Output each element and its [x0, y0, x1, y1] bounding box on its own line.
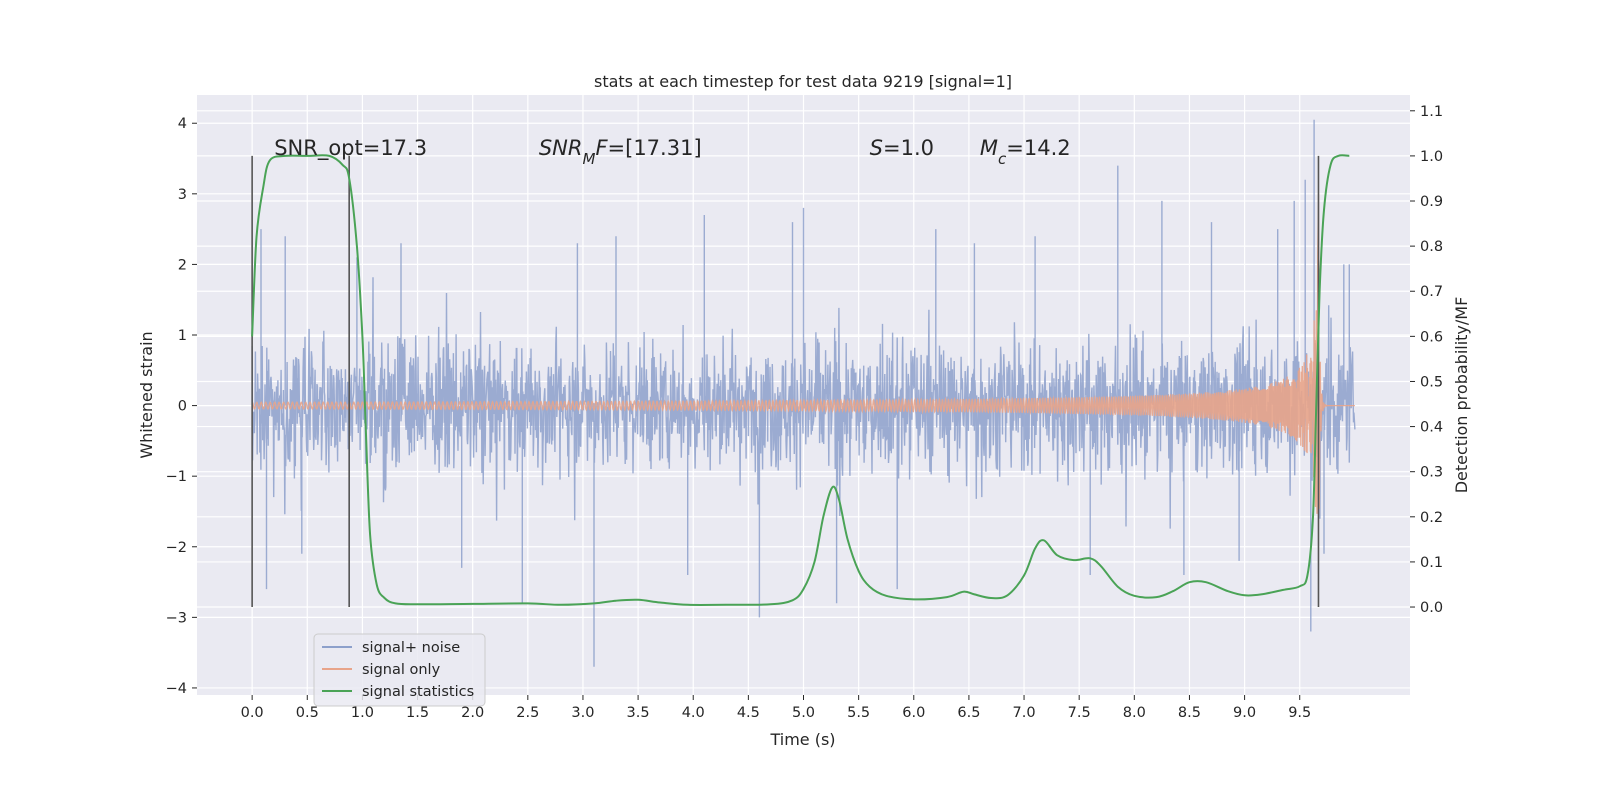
y-tick-label: 2	[178, 257, 187, 273]
y-tick-label: −4	[166, 681, 187, 697]
x-tick-label: 6.5	[957, 705, 980, 721]
series-signal-only	[251, 193, 1355, 514]
y2-tick-label: 0.5	[1420, 374, 1443, 390]
x-tick-label: 0.5	[296, 705, 319, 721]
x-tick-label: 4.0	[682, 705, 705, 721]
annotation-segment: M	[980, 136, 998, 160]
series-signal-statistics	[251, 154, 1350, 606]
y2-tick-label: 0.8	[1420, 239, 1443, 255]
annotation-segment: =14.2	[1006, 136, 1070, 160]
legend-label: signal statistics	[362, 684, 474, 700]
y2-tick-label: 0.3	[1420, 465, 1443, 481]
y2-tick-label: 0.0	[1420, 600, 1443, 616]
x-tick-label: 3.0	[571, 705, 594, 721]
y2-tick-label: 0.4	[1420, 420, 1443, 436]
y2-tick-label: 0.6	[1420, 329, 1443, 345]
annotation-text: S=1.0	[870, 136, 934, 160]
x-axis-ticks: 0.0 0.5 1.0 1.5 2.0 2.5 3.0 3.5 4.0 4.5 5.0 5.5 6.0 6…	[241, 695, 1311, 721]
x-tick-label: 5.0	[792, 705, 815, 721]
x-tick-label: 1.5	[406, 705, 429, 721]
x-tick-label: 3.5	[627, 705, 650, 721]
x-tick-label: 9.0	[1233, 705, 1256, 721]
annotation-segment: =[17.31]	[608, 136, 702, 160]
x-tick-label: 4.5	[737, 705, 760, 721]
legend-label: signal only	[362, 662, 441, 678]
annotation-text: SNR_opt=17.3	[274, 136, 427, 161]
y-tick-label: 3	[178, 187, 187, 203]
y2-axis-label: Detection probability/MF	[1452, 297, 1471, 494]
x-tick-label: 0.0	[241, 705, 264, 721]
plot-series	[251, 119, 1356, 667]
x-tick-label: 7.5	[1068, 705, 1091, 721]
y2-tick-label: 0.7	[1420, 284, 1443, 300]
x-axis-label: Time (s)	[769, 730, 835, 749]
annotation-segment: M	[582, 150, 595, 168]
x-tick-label: 5.5	[847, 705, 870, 721]
annotation-text: SNRMF=[17.31]	[539, 136, 702, 168]
x-tick-label: 7.0	[1013, 705, 1036, 721]
annotations: SNR_opt=17.3 SNRMF=[17.31] S=1.0 Mc=14.2	[274, 136, 1070, 168]
y2-tick-label: 1.0	[1420, 149, 1443, 165]
x-tick-label: 9.5	[1288, 705, 1311, 721]
annotation-segment: =1.0	[883, 136, 934, 160]
legend-label: signal+ noise	[362, 640, 460, 656]
legend-box	[313, 633, 486, 707]
chart-title: stats at each timestep for test data 921…	[594, 72, 1012, 91]
annotation-segment: F	[595, 136, 608, 160]
y-tick-label: 4	[178, 116, 187, 132]
y2-tick-label: 0.9	[1420, 194, 1443, 210]
annotation-text: Mc=14.2	[980, 136, 1071, 168]
y-tick-label: −2	[166, 540, 187, 556]
y-axis-label: Whitened strain	[137, 331, 156, 458]
y-tick-label: −3	[166, 610, 187, 626]
x-tick-label: 2.5	[516, 705, 539, 721]
y2-axis-ticks: 1.1 1.0 0.9 0.8 0.7 0.6 0.5 0.4 0.3 0.2 0.1 0.0	[1410, 104, 1443, 616]
annotation-segment: SNR	[539, 136, 583, 160]
annotation-segment: c	[998, 150, 1007, 168]
y2-tick-label: 1.1	[1420, 104, 1443, 120]
series-signal-noise	[251, 119, 1356, 667]
legend: signal+ noise signal only signal statistic…	[313, 633, 486, 707]
x-tick-label: 6.0	[902, 705, 925, 721]
y-tick-label: 0	[178, 399, 187, 415]
annotation-segment: SNR_opt=17.3	[274, 136, 427, 161]
y2-tick-label: 0.1	[1420, 555, 1443, 571]
x-tick-label: 2.0	[461, 705, 484, 721]
x-tick-label: 8.0	[1123, 705, 1146, 721]
annotation-segment: S	[870, 136, 883, 160]
x-tick-label: 8.5	[1178, 705, 1201, 721]
y-tick-label: 1	[178, 328, 187, 344]
y2-tick-label: 0.2	[1420, 510, 1443, 526]
x-tick-label: 1.0	[351, 705, 374, 721]
y-tick-label: −1	[166, 469, 187, 485]
y-axis-ticks: 4 3 2 1 0 −1 −2 −3 −4	[166, 116, 197, 697]
